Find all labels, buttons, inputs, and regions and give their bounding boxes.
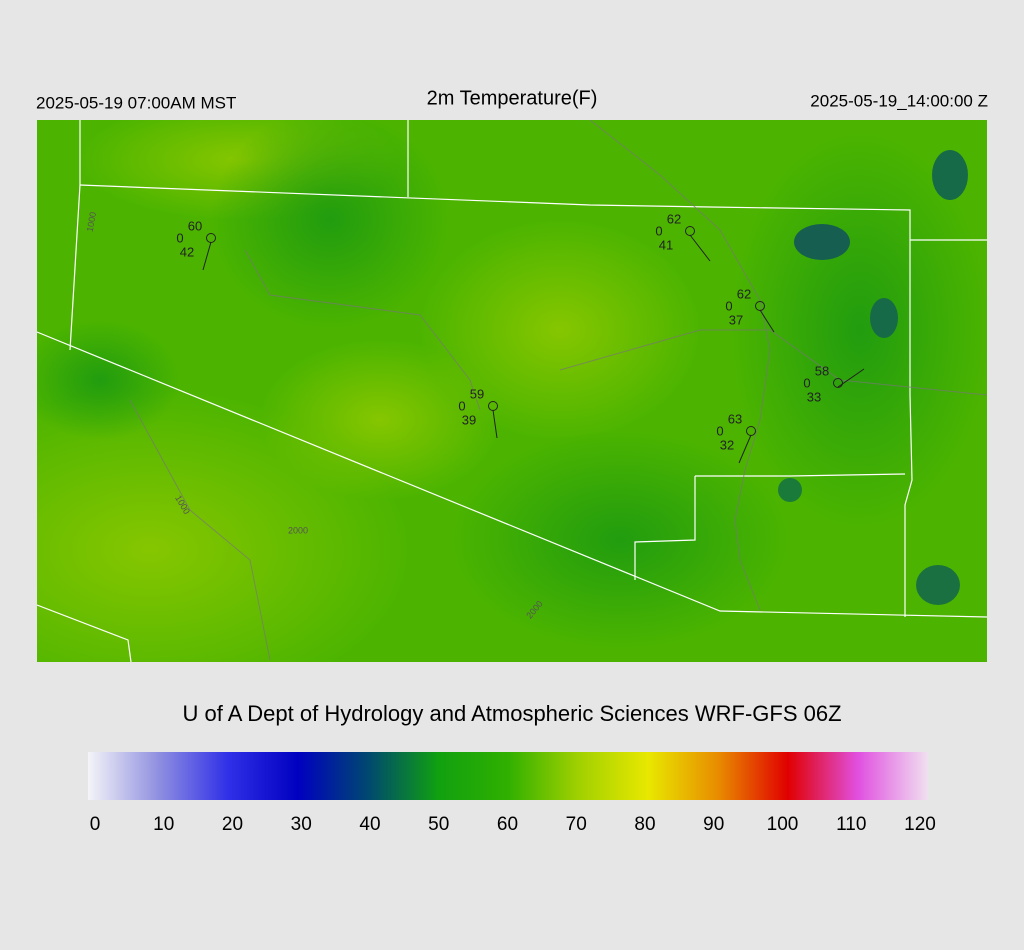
contour-label: 1000 xyxy=(85,211,98,232)
colorbar-tick-label: 50 xyxy=(428,814,449,835)
contour-label: 2000 xyxy=(288,525,308,535)
colorbar-tick-label: 60 xyxy=(497,814,518,835)
colorbar-tick-label: 10 xyxy=(153,814,174,835)
colorbar-tick-label: 100 xyxy=(767,814,799,835)
wind-barb xyxy=(759,309,775,333)
dewpoint: 32 xyxy=(720,437,734,452)
valid-time-local: 2025-05-19 07:00AM MST xyxy=(36,93,236,112)
temperature: 59 xyxy=(470,386,484,401)
temperature: 63 xyxy=(728,411,742,426)
dewpoint: 39 xyxy=(462,412,476,427)
station-code: 0 xyxy=(803,375,810,390)
map xyxy=(37,120,987,662)
wind-barb xyxy=(202,241,212,271)
valid-time-utc: 2025-05-19_14:00:00 Z xyxy=(810,91,988,110)
credit: U of A Dept of Hydrology and Atmospheric… xyxy=(182,701,841,726)
station-code: 0 xyxy=(176,230,183,245)
dewpoint: 41 xyxy=(659,237,673,252)
station-code: 0 xyxy=(655,223,662,238)
map-title: 2m Temperature(F) xyxy=(427,87,598,109)
wind-barb xyxy=(837,368,865,388)
colorbar-tick-label: 120 xyxy=(904,814,936,835)
colorbar-tick-label: 0 xyxy=(90,814,101,835)
temperature: 60 xyxy=(188,218,202,233)
colorbar-ticks: 0 10 20 30 40 50 60 70 80 90 100 110 120 xyxy=(90,814,936,835)
wind-barb xyxy=(738,434,752,464)
station-circle xyxy=(833,378,843,388)
dewpoint: 37 xyxy=(729,312,743,327)
colorbar-tick-label: 90 xyxy=(703,814,724,835)
dewpoint: 42 xyxy=(180,244,194,259)
temperature: 58 xyxy=(815,363,829,378)
station-code: 0 xyxy=(725,298,732,313)
station-code: 0 xyxy=(458,398,465,413)
temperature: 62 xyxy=(737,286,751,301)
colorbar-tick-label: 80 xyxy=(634,814,655,835)
colorbar-tick-label: 30 xyxy=(291,814,312,835)
station-code: 0 xyxy=(716,423,723,438)
colorbar-tick-label: 40 xyxy=(359,814,380,835)
temperature: 62 xyxy=(667,211,681,226)
colorbar xyxy=(88,752,928,800)
colorbar-tick-label: 20 xyxy=(222,814,243,835)
colorbar-tick-label: 110 xyxy=(836,814,866,835)
colorbar-tick-label: 70 xyxy=(566,814,587,835)
dewpoint: 33 xyxy=(807,389,821,404)
wind-barb xyxy=(492,409,498,439)
wind-barb xyxy=(689,234,711,262)
